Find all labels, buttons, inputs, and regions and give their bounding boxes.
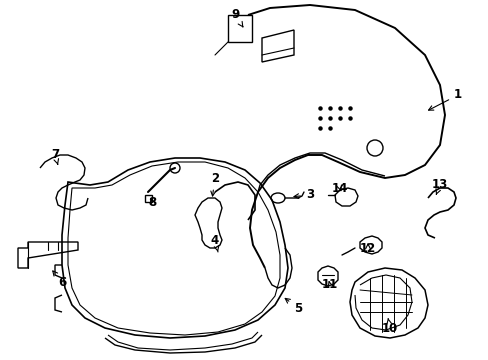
Text: 2: 2 (210, 171, 219, 196)
Text: 1: 1 (427, 89, 461, 110)
Text: 14: 14 (331, 181, 347, 194)
Text: 10: 10 (381, 319, 397, 334)
Text: 13: 13 (431, 179, 447, 194)
Text: 4: 4 (210, 234, 219, 252)
Text: 8: 8 (147, 195, 156, 208)
Text: 12: 12 (359, 242, 375, 255)
Text: 5: 5 (285, 298, 302, 315)
Text: 3: 3 (293, 189, 313, 202)
Text: 11: 11 (321, 279, 337, 292)
Text: 9: 9 (230, 9, 243, 27)
Text: 7: 7 (51, 148, 59, 165)
Text: 6: 6 (53, 271, 66, 288)
